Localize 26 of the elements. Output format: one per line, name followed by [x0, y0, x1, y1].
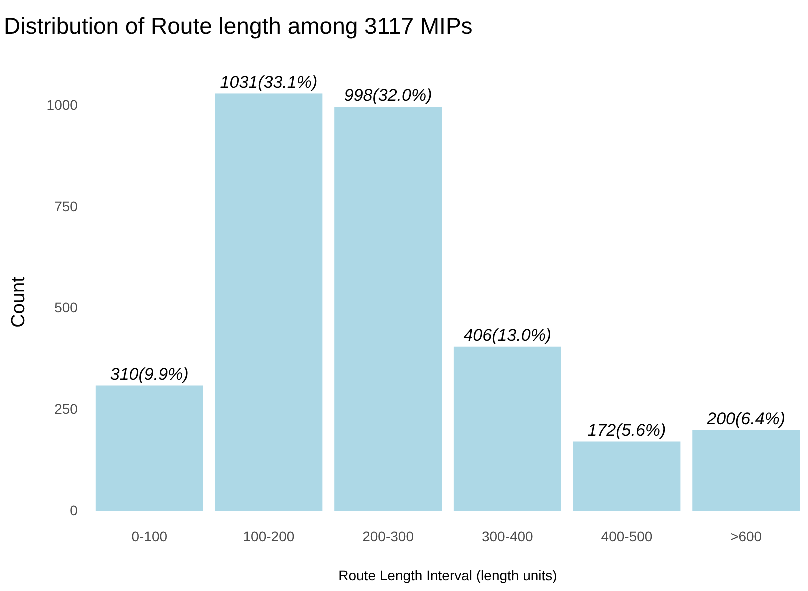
chart-title: Distribution of Route length among 3117 MIPs [4, 13, 473, 40]
data-label: 172(5.6%) [588, 420, 666, 440]
y-axis-title: Count [8, 276, 30, 328]
x-tick-label: 200-300 [362, 528, 414, 545]
bar [573, 442, 681, 512]
bar [334, 106, 442, 512]
data-label: 310(9.9%) [110, 365, 189, 384]
x-axis-title: Route Length Interval (length units) [338, 567, 558, 584]
x-tick-label: 100-200 [243, 528, 295, 545]
x-tick-label: 400-500 [601, 528, 653, 545]
y-tick-label: 250 [54, 400, 78, 417]
y-tick-label: 500 [54, 300, 78, 316]
x-tick-label: 300-400 [482, 528, 534, 545]
x-tick-label: 0-100 [132, 528, 168, 545]
data-label: 200(6.4%) [706, 410, 786, 429]
bar [215, 94, 323, 512]
y-tick-label: 0 [70, 502, 78, 518]
bar [692, 430, 800, 512]
bar [96, 386, 204, 512]
data-label: 1031(33.1%) [220, 72, 318, 92]
data-label: 998(32.0%) [344, 86, 432, 106]
y-tick-label: 750 [54, 198, 78, 214]
bar [454, 346, 562, 512]
data-label: 406(13.0%) [464, 326, 552, 346]
y-tick-label: 1000 [46, 97, 78, 114]
x-tick-label: >600 [730, 528, 762, 545]
